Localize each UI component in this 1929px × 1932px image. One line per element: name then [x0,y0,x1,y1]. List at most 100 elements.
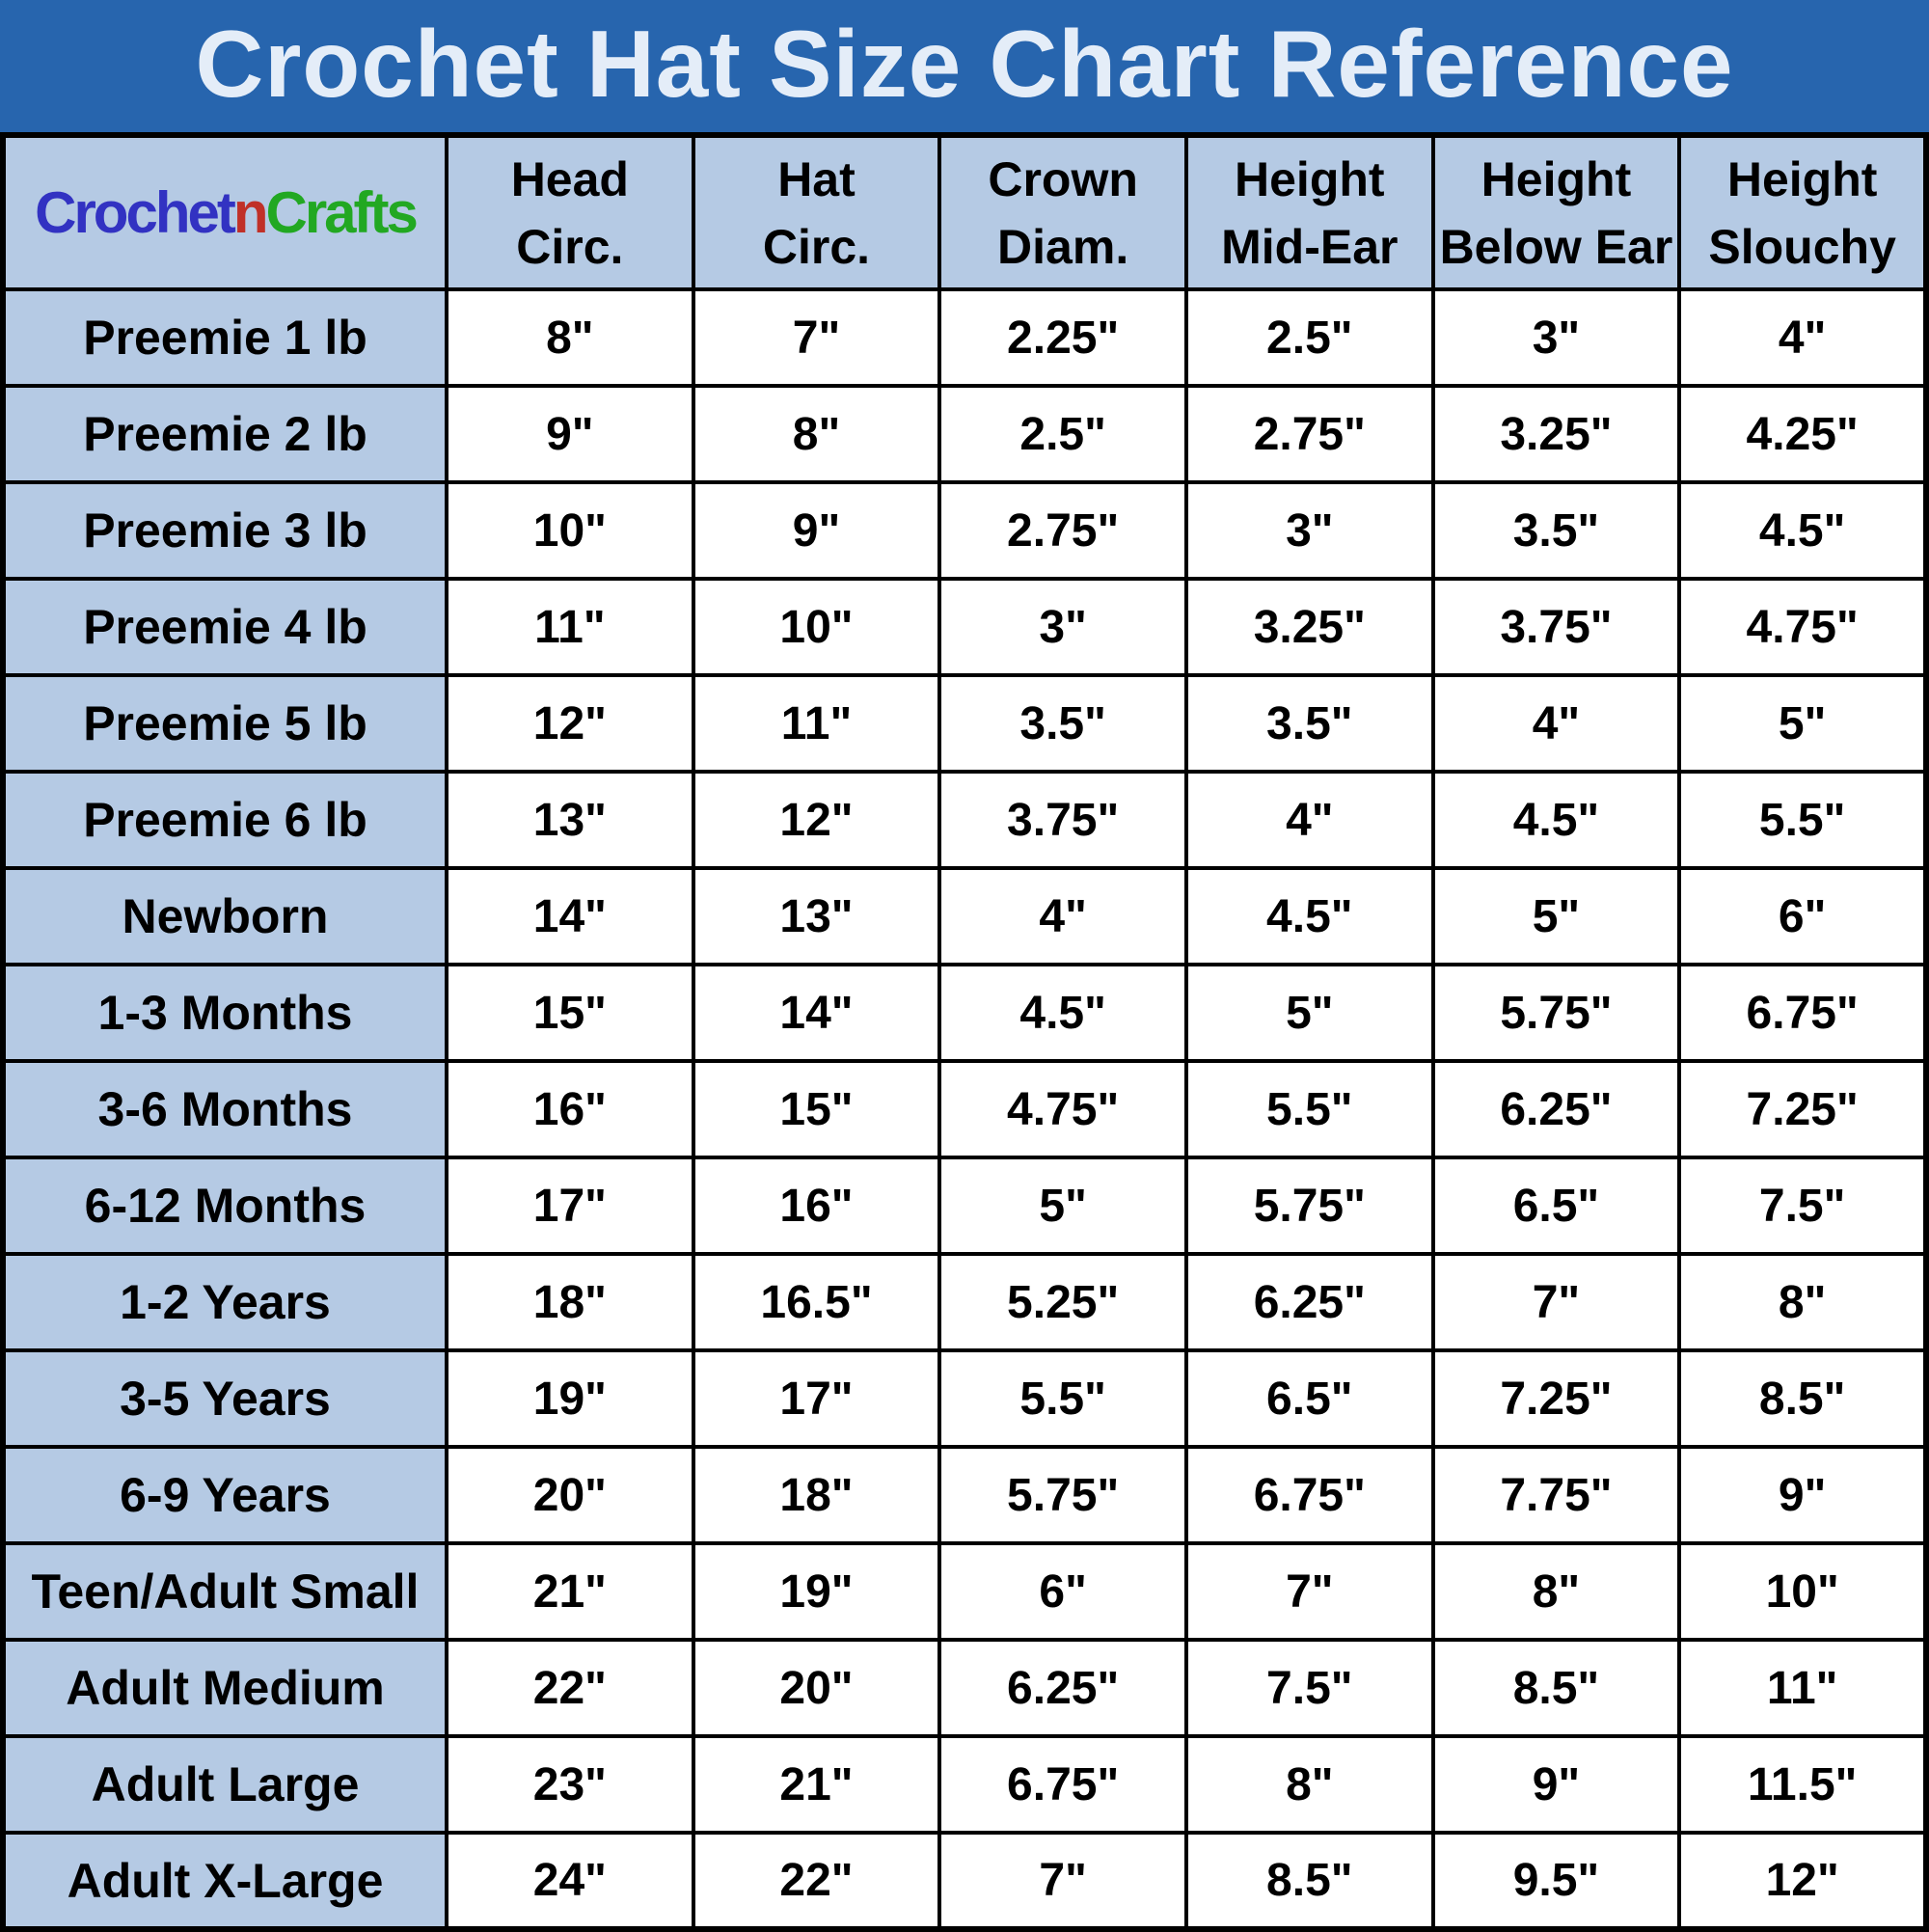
size-value-cell: 3" [937,577,1188,677]
row-label: Teen/Adult Small [1,1541,448,1642]
size-value-cell: 24" [445,1831,695,1931]
size-value-cell: 10" [1677,1541,1928,1642]
size-value-cell: 7.25" [1430,1348,1682,1449]
size-value-cell: 5.5" [1183,1059,1435,1159]
size-value-cell: 3" [1430,287,1682,388]
size-value-cell: 3" [1183,480,1435,581]
size-value-cell: 2.25" [937,287,1188,388]
size-value-cell: 19" [445,1348,695,1449]
table-row: Newborn 14" 13" 4" 4.5" 5" 6" [1,866,1928,966]
column-header-head-circ: Head Circ. [445,133,695,291]
size-value-cell: 10" [445,480,695,581]
row-label: Preemie 2 lb [1,384,448,484]
size-value-cell: 2.75" [937,480,1188,581]
size-value-cell: 3.25" [1183,577,1435,677]
size-value-cell: 5.5" [1677,770,1928,870]
size-value-cell: 8.5" [1430,1638,1682,1738]
size-value-cell: 4.25" [1677,384,1928,484]
row-label: 3-5 Years [1,1348,448,1449]
size-value-cell: 5.75" [1430,963,1682,1063]
row-label: Preemie 1 lb [1,287,448,388]
size-value-cell: 23" [445,1734,695,1835]
row-label: Preemie 5 lb [1,673,448,774]
table-row: Adult X-Large 24" 22" 7" 8.5" 9.5" 12" [1,1831,1928,1931]
size-value-cell: 3.75" [937,770,1188,870]
size-value-cell: 17" [445,1156,695,1256]
size-value-cell: 7" [937,1831,1188,1931]
size-value-cell: 4" [937,866,1188,966]
logo-part-crafts: Crafts [265,179,418,245]
size-value-cell: 6.75" [937,1734,1188,1835]
row-label: Preemie 3 lb [1,480,448,581]
size-value-cell: 4" [1430,673,1682,774]
size-value-cell: 4.5" [937,963,1188,1063]
size-value-cell: 4" [1183,770,1435,870]
table-row: Teen/Adult Small 21" 19" 6" 7" 8" 10" [1,1541,1928,1642]
table-row: Adult Medium 22" 20" 6.25" 7.5" 8.5" 11" [1,1638,1928,1738]
logo-part-crochet: Crochet [35,179,236,245]
size-value-cell: 8.5" [1183,1831,1435,1931]
table-row: Preemie 2 lb 9" 8" 2.5" 2.75" 3.25" 4.25" [1,384,1928,484]
size-value-cell: 16" [445,1059,695,1159]
table-row: 3-5 Years 19" 17" 5.5" 6.5" 7.25" 8.5" [1,1348,1928,1449]
row-label: 1-3 Months [1,963,448,1063]
size-value-cell: 19" [691,1541,942,1642]
size-value-cell: 4.75" [1677,577,1928,677]
crochetncrafts-logo: CrochetnCrafts [6,183,445,242]
size-value-cell: 8.5" [1677,1348,1928,1449]
size-value-cell: 2.5" [937,384,1188,484]
size-value-cell: 20" [445,1445,695,1545]
size-value-cell: 6.25" [1430,1059,1682,1159]
size-value-cell: 12" [691,770,942,870]
size-value-cell: 2.5" [1183,287,1435,388]
size-value-cell: 10" [691,577,942,677]
size-value-cell: 8" [1677,1252,1928,1352]
size-value-cell: 7.5" [1183,1638,1435,1738]
table-row: 6-12 Months 17" 16" 5" 5.75" 6.5" 7.5" [1,1156,1928,1256]
table-row: Preemie 3 lb 10" 9" 2.75" 3" 3.5" 4.5" [1,480,1928,581]
size-value-cell: 18" [691,1445,942,1545]
size-value-cell: 22" [691,1831,942,1931]
table-row: Preemie 5 lb 12" 11" 3.5" 3.5" 4" 5" [1,673,1928,774]
size-value-cell: 8" [445,287,695,388]
size-value-cell: 11" [691,673,942,774]
row-label: Preemie 4 lb [1,577,448,677]
size-value-cell: 9" [445,384,695,484]
column-header-height-below-ear: Height Below Ear [1430,133,1682,291]
row-label: Adult Medium [1,1638,448,1738]
size-value-cell: 3.75" [1430,577,1682,677]
logo-part-n: n [232,179,269,245]
size-value-cell: 5.75" [1183,1156,1435,1256]
size-value-cell: 3.5" [937,673,1188,774]
row-label: Adult X-Large [1,1831,448,1931]
size-value-cell: 9" [691,480,942,581]
size-value-cell: 16" [691,1156,942,1256]
size-value-cell: 21" [445,1541,695,1642]
table-row: 1-2 Years 18" 16.5" 5.25" 6.25" 7" 8" [1,1252,1928,1352]
size-value-cell: 2.75" [1183,384,1435,484]
size-value-cell: 5" [1430,866,1682,966]
size-value-cell: 6" [1677,866,1928,966]
size-value-cell: 11.5" [1677,1734,1928,1835]
size-value-cell: 5.5" [937,1348,1188,1449]
logo-cell: CrochetnCrafts [1,133,448,291]
row-label: Preemie 6 lb [1,770,448,870]
size-value-cell: 6.5" [1430,1156,1682,1256]
size-value-cell: 11" [1677,1638,1928,1738]
row-label: Newborn [1,866,448,966]
size-value-cell: 5" [1677,673,1928,774]
row-label: 6-12 Months [1,1156,448,1256]
size-value-cell: 12" [445,673,695,774]
size-value-cell: 14" [445,866,695,966]
size-value-cell: 8" [1430,1541,1682,1642]
table-row: 1-3 Months 15" 14" 4.5" 5" 5.75" 6.75" [1,963,1928,1063]
size-value-cell: 4.5" [1677,480,1928,581]
size-value-cell: 6" [937,1541,1188,1642]
size-value-cell: 4.5" [1430,770,1682,870]
table-row: Preemie 6 lb 13" 12" 3.75" 4" 4.5" 5.5" [1,770,1928,870]
size-value-cell: 18" [445,1252,695,1352]
size-value-cell: 22" [445,1638,695,1738]
size-value-cell: 7" [1430,1252,1682,1352]
table-row: 6-9 Years 20" 18" 5.75" 6.75" 7.75" 9" [1,1445,1928,1545]
size-value-cell: 6.25" [1183,1252,1435,1352]
